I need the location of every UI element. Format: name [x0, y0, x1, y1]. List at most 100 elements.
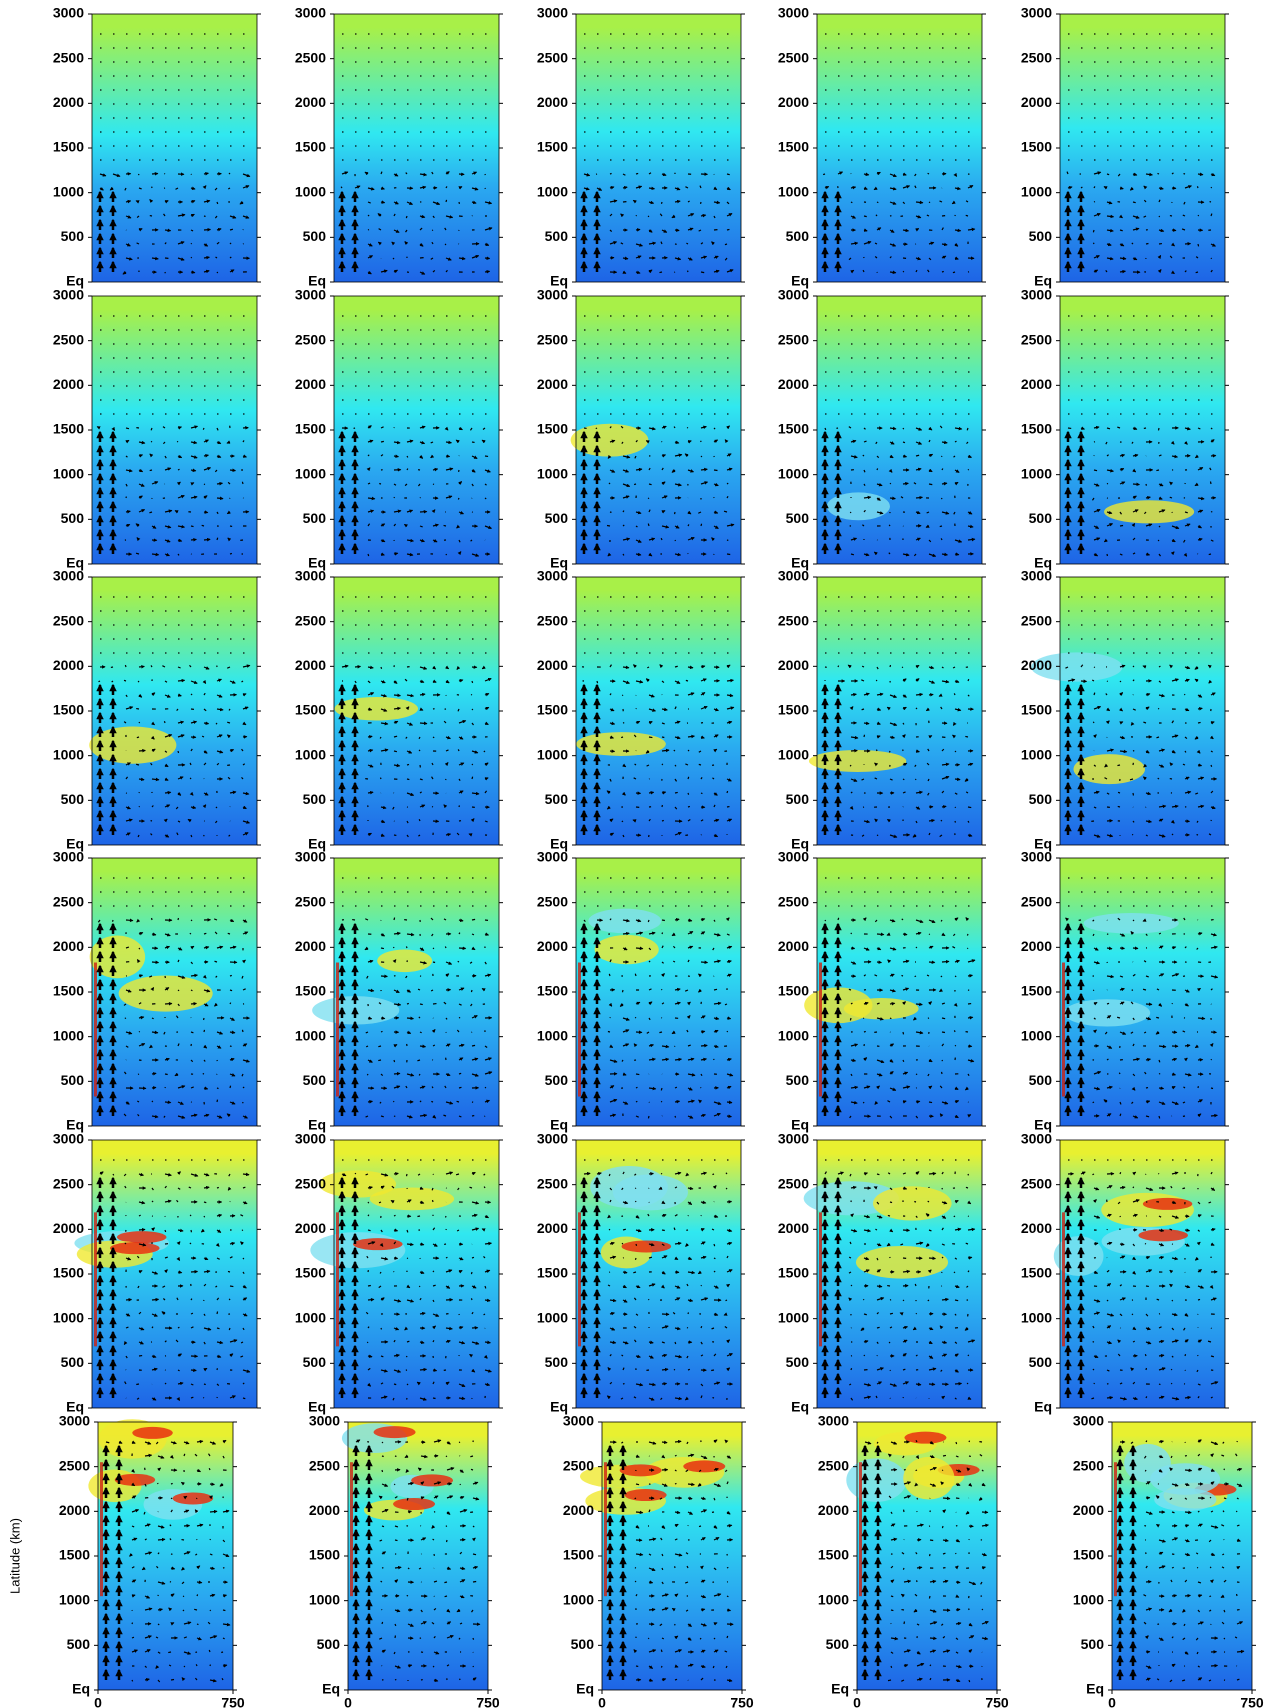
velocity-vector — [1119, 680, 1122, 683]
velocity-vector — [726, 1100, 733, 1105]
velocity-vector — [393, 483, 397, 486]
velocity-vector — [229, 215, 237, 219]
velocity-vector — [700, 255, 708, 259]
y-tick-label: 2000 — [53, 938, 84, 954]
y-tick-label: 2000 — [53, 94, 84, 110]
velocity-vector — [430, 454, 435, 459]
velocity-vector — [457, 497, 460, 500]
velocity-vector — [229, 974, 232, 977]
velocity-vector — [445, 1017, 448, 1020]
velocity-vector — [902, 427, 905, 430]
velocity-vector — [1182, 763, 1186, 766]
y-tick-label: 1000 — [778, 183, 809, 199]
velocity-vector — [635, 525, 638, 528]
velocity-vector — [1132, 172, 1138, 176]
velocity-vector — [1157, 707, 1160, 710]
velocity-vector — [405, 172, 408, 175]
velocity-vector — [471, 1044, 476, 1047]
velocity-vector — [393, 509, 402, 514]
y-tick-label: 3000 — [295, 849, 326, 865]
velocity-vector — [1210, 172, 1216, 177]
velocity-vector — [687, 918, 693, 922]
velocity-vector — [366, 467, 371, 472]
velocity-vector — [216, 440, 222, 445]
velocity-vector — [1119, 749, 1128, 754]
velocity-vector — [1092, 242, 1095, 245]
velocity-vector — [242, 1397, 246, 1400]
velocity-vector — [471, 468, 476, 473]
y-tick-label: 1500 — [1021, 983, 1052, 999]
velocity-vector — [203, 199, 211, 204]
velocity-vector — [177, 494, 185, 499]
velocity-vector — [674, 482, 682, 487]
velocity-vector — [648, 483, 652, 486]
velocity-vector — [900, 496, 904, 499]
velocity-vector — [1208, 553, 1212, 556]
velocity-vector — [203, 243, 209, 247]
velocity-vector — [1093, 186, 1096, 189]
velocity-vector — [138, 1227, 146, 1232]
velocity-vector — [915, 749, 920, 753]
velocity-vector — [457, 749, 460, 752]
velocity-vector — [484, 483, 487, 486]
velocity-vector — [203, 537, 211, 542]
y-tick-label: 1500 — [778, 702, 809, 718]
velocity-vector — [862, 524, 865, 527]
velocity-vector — [367, 735, 373, 739]
velocity-vector — [875, 679, 878, 682]
velocity-vector — [125, 509, 131, 514]
y-tick-label: 2000 — [295, 657, 326, 673]
velocity-vector — [432, 538, 438, 543]
velocity-vector — [203, 227, 211, 232]
color-field — [576, 577, 741, 845]
eddy — [843, 998, 919, 1020]
velocity-vector — [378, 1045, 382, 1048]
velocity-vector — [176, 440, 179, 443]
y-tick-label: 500 — [545, 791, 569, 807]
velocity-vector — [138, 1030, 141, 1033]
velocity-vector — [672, 960, 676, 963]
velocity-vector — [137, 680, 140, 683]
velocity-vector — [700, 467, 708, 472]
velocity-vector — [190, 1269, 199, 1274]
velocity-vector — [726, 213, 733, 217]
velocity-vector — [99, 186, 104, 191]
velocity-vector — [215, 722, 218, 725]
velocity-vector — [902, 778, 905, 781]
velocity-vector — [848, 257, 852, 261]
velocity-vector — [954, 186, 961, 191]
velocity-vector — [228, 708, 231, 711]
velocity-vector — [622, 510, 625, 513]
velocity-vector — [647, 919, 650, 923]
y-tick-label: Eq — [1034, 273, 1052, 289]
velocity-vector — [151, 552, 160, 557]
velocity-vector — [404, 483, 408, 487]
velocity-vector — [609, 199, 618, 203]
velocity-vector — [635, 439, 638, 443]
velocity-vector — [941, 242, 948, 247]
velocity-vector — [482, 427, 486, 430]
y-tick-label: Eq — [550, 273, 568, 289]
velocity-vector — [726, 201, 730, 205]
velocity-vector — [419, 185, 427, 190]
velocity-vector — [647, 497, 650, 500]
velocity-vector — [863, 186, 868, 190]
velocity-vector — [367, 439, 374, 444]
velocity-vector — [214, 960, 218, 963]
velocity-vector — [902, 1059, 905, 1063]
velocity-vector — [125, 483, 128, 487]
y-tick-label: 500 — [303, 510, 327, 526]
y-tick-label: 2000 — [778, 376, 809, 392]
velocity-vector — [216, 1099, 219, 1103]
velocity-vector — [876, 201, 879, 204]
velocity-vector — [1210, 243, 1216, 247]
velocity-vector — [1093, 537, 1101, 541]
velocity-vector — [471, 171, 478, 175]
y-tick-label: 500 — [786, 791, 810, 807]
velocity-vector — [164, 509, 173, 513]
velocity-vector — [621, 441, 624, 444]
velocity-vector — [928, 453, 934, 458]
y-tick-label: 2500 — [537, 331, 568, 347]
velocity-vector — [419, 271, 426, 275]
